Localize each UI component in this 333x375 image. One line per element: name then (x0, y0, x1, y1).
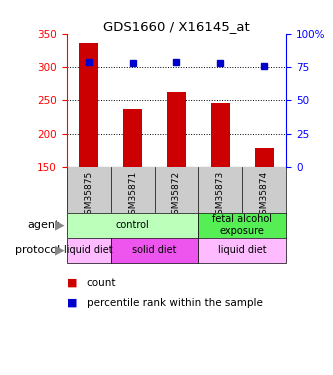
Text: ▶: ▶ (55, 243, 65, 256)
Bar (111, 237, 198, 262)
Text: GSM35874: GSM35874 (260, 171, 269, 220)
Text: solid diet: solid diet (132, 245, 177, 255)
Text: percentile rank within the sample: percentile rank within the sample (87, 298, 262, 308)
Text: liquid diet: liquid diet (218, 245, 267, 255)
Text: liquid diet: liquid diet (64, 245, 113, 255)
Text: agent: agent (28, 220, 60, 230)
Text: count: count (87, 278, 116, 288)
Text: protocol: protocol (15, 245, 60, 255)
Text: GSM35871: GSM35871 (128, 171, 137, 220)
Bar (67, 213, 198, 237)
Text: fetal alcohol
exposure: fetal alcohol exposure (212, 214, 272, 236)
Bar (254, 147, 274, 167)
Bar (67, 237, 111, 262)
Bar (166, 92, 186, 167)
Text: ▶: ▶ (55, 219, 65, 232)
Bar (198, 213, 286, 237)
Title: GDS1660 / X16145_at: GDS1660 / X16145_at (103, 20, 250, 33)
Text: GSM35873: GSM35873 (216, 171, 225, 220)
Text: GSM35875: GSM35875 (84, 171, 93, 220)
Bar (79, 43, 99, 167)
Bar (123, 109, 143, 167)
Text: control: control (116, 220, 150, 230)
Bar (210, 103, 230, 167)
Bar (198, 237, 286, 262)
Text: ■: ■ (67, 278, 77, 288)
Text: ■: ■ (67, 298, 77, 308)
Text: GSM35872: GSM35872 (172, 171, 181, 220)
